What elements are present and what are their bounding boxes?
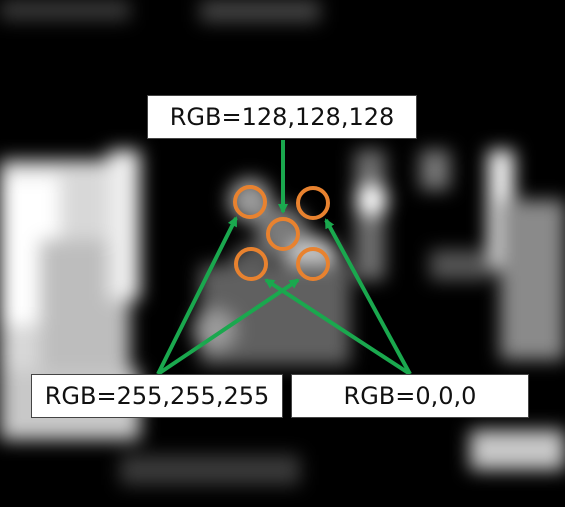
label-black-value: RGB=0,0,0 — [291, 374, 529, 418]
label-white-value: RGB=255,255,255 — [31, 374, 283, 418]
arrow-left-to-upper-left-circle — [156, 216, 238, 375]
marker-circle-lower-left — [234, 247, 268, 281]
label-black-text: RGB=0,0,0 — [343, 382, 477, 410]
label-gray-text: RGB=128,128,128 — [169, 103, 395, 131]
marker-circle-upper-right — [296, 186, 330, 220]
arrow-left-to-lower-right-circle — [156, 278, 300, 376]
marker-circle-center — [266, 217, 300, 251]
arrow-right-to-upper-right-circle — [324, 218, 412, 375]
arrow-right-to-lower-left-circle — [264, 278, 412, 376]
label-white-text: RGB=255,255,255 — [44, 382, 270, 410]
label-gray-value: RGB=128,128,128 — [147, 95, 417, 139]
marker-circle-lower-right — [296, 247, 330, 281]
marker-circle-upper-left — [233, 185, 267, 219]
